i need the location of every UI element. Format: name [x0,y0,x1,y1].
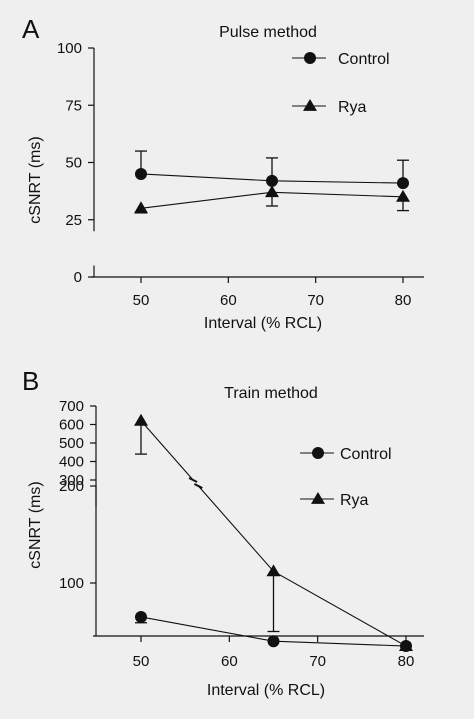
panel-a-xlabel: Interval (% RCL) [204,315,322,332]
panel-b-legend-label: Rya [340,492,369,509]
panel-b-x-tick-label: 60 [221,653,238,670]
panel-b-rya-line-lower [197,485,407,647]
panel-a-legend-marker [304,52,316,64]
panel-b-rya-point [266,564,281,577]
panel-b-y-tick-label: 200 [59,478,84,495]
panel-b-y-tick-label: 700 [59,398,84,415]
panel-b-control-point [267,635,280,648]
panel-a-x-tick-label: 80 [395,292,412,309]
panel-b-legend-marker [311,492,325,504]
panel-b-control-point [135,610,147,623]
panel-b-y-tick-label: 300 [59,472,84,489]
panel-b-x-tick-label: 80 [398,653,415,670]
panel-a-y-tick-label: 25 [65,212,82,229]
panel-b-y-tick-label: 500 [59,435,84,452]
panel-b-legend-label: Control [340,446,392,463]
panel-a-rya-point [396,189,410,202]
panel-a-legend-label: Rya [338,99,367,116]
panel-b-rya-break-mark [188,477,198,483]
panel-b-ylabel: cSNRT (ms) [27,481,44,568]
panel-a-x-tick-label: 50 [133,292,150,309]
panel-a-letter: A [22,14,40,44]
panel-a-title: Pulse method [219,24,317,41]
panel-b-xlabel: Interval (% RCL) [207,682,325,699]
panel-b-legend-marker [312,447,324,459]
panel-a-y-tick-label: 75 [65,97,82,114]
panel-a-rya-point [265,185,279,198]
panel-a-x-tick-label: 70 [307,292,324,309]
panel-a-rya-point [134,201,148,214]
panel-a-control-point [135,167,147,180]
panel-a-control-point [266,174,278,187]
panel-a-plot: 0 25 50 75 100 50 60 70 80 Control Rya [57,40,424,309]
panel-b-x-tick-label: 70 [309,653,326,670]
panel-b-rya-point [134,413,148,426]
panel-b-y-tick-label: 600 [59,417,84,434]
panel-b-title: Train method [224,385,318,402]
panel-a-y-tick-label: 0 [74,269,82,286]
panel-b-x-tick-label: 50 [133,653,150,670]
panel-b-y-tick-label: 100 [59,575,84,592]
panel-a-x-tick-label: 60 [220,292,237,309]
panel-b-rya-point [399,639,413,651]
panel-a-ylabel: cSNRT (ms) [27,136,44,223]
panel-b-letter: B [22,366,39,396]
panel-a-y-tick-label: 100 [57,40,82,57]
panel-a-legend-label: Control [338,51,390,68]
panel-a-legend-marker [303,99,317,111]
panel-a-y-tick-label: 50 [65,155,82,172]
panel-b-rya-line-upper [140,420,194,481]
panel-b-y-tick-label: 400 [59,454,84,471]
panel-a-control-point [397,177,409,190]
